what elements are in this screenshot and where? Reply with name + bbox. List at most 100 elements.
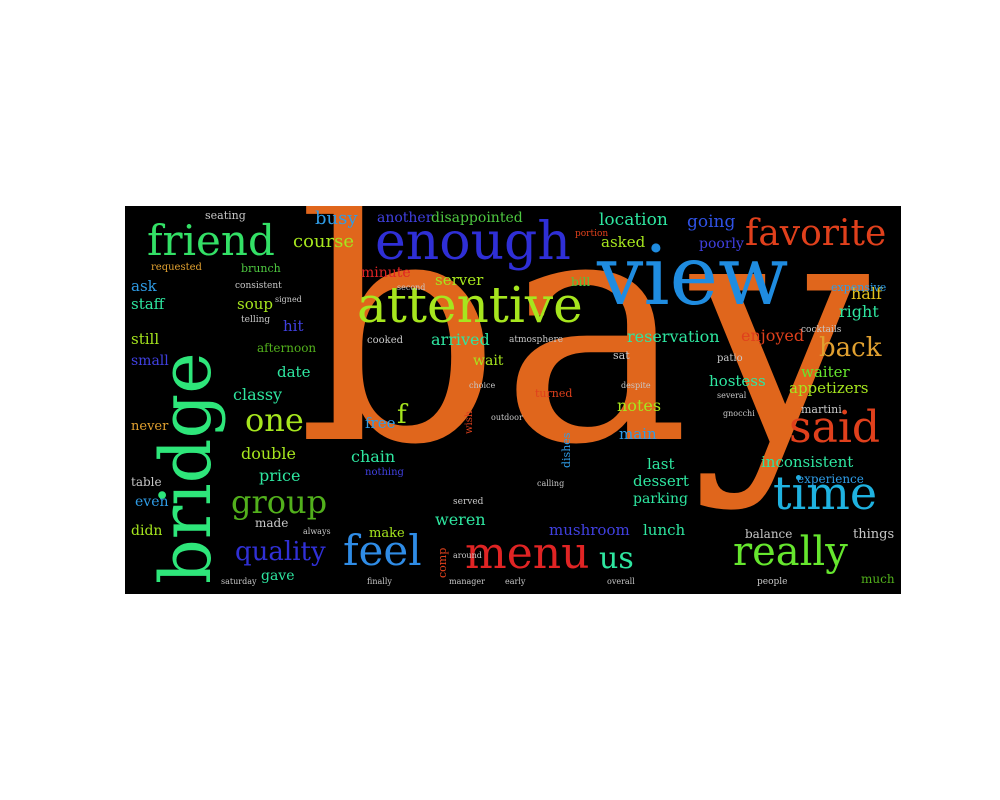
word-staff: staff: [131, 295, 165, 313]
word-friend: friend: [147, 216, 275, 265]
word-waiter: waiter: [801, 363, 850, 381]
word-cooked: cooked: [367, 335, 404, 346]
word-people: people: [757, 577, 788, 587]
word-expensive: expensive: [831, 281, 887, 294]
word-experience: experience: [797, 472, 864, 486]
word-bridge: bridge: [145, 352, 227, 584]
word-enough: enough: [375, 212, 571, 272]
word-menu: menu: [465, 528, 590, 579]
word-us: us: [599, 541, 634, 576]
word-mushroom: mushroom: [549, 521, 630, 539]
word-free: free: [365, 414, 396, 432]
word-right: right: [839, 302, 879, 321]
word-nothing: nothing: [365, 467, 404, 478]
word-second: second: [397, 283, 426, 292]
word-table: table: [131, 475, 162, 489]
word-parking: parking: [633, 491, 688, 507]
word-wait: wait: [473, 353, 504, 369]
word-disappointed: disappointed: [431, 210, 523, 226]
word-arrived: arrived: [431, 330, 490, 349]
word-really: really: [733, 529, 848, 575]
word-patio: patio: [717, 353, 743, 364]
word-location: location: [599, 210, 668, 230]
word-classy: classy: [233, 385, 283, 404]
word-consistent: consistent: [235, 281, 282, 291]
word-busy: busy: [315, 208, 358, 229]
word-ask: ask: [131, 277, 157, 295]
word-manager: manager: [449, 577, 485, 586]
word-gnocchi: gnocchi: [723, 409, 755, 418]
word-overall: overall: [607, 577, 635, 586]
word-saturday: saturday: [221, 577, 257, 586]
word-even: even: [135, 494, 169, 510]
word-favorite: favorite: [745, 213, 887, 254]
word-main: main: [619, 425, 657, 443]
word-group: group: [231, 483, 328, 521]
word-minute: minute: [361, 265, 411, 281]
word-always: always: [303, 527, 331, 536]
word-telling: telling: [241, 315, 271, 325]
word-notes: notes: [617, 396, 662, 415]
word-hostess: hostess: [709, 372, 766, 390]
word-make: make: [369, 526, 405, 541]
word-balance: balance: [745, 527, 793, 541]
word-seating: seating: [205, 209, 246, 222]
word-hit: hit: [283, 317, 304, 335]
word-turned: turned: [535, 387, 573, 400]
word-dishes: dishes: [560, 432, 573, 468]
word-didn: didn: [131, 523, 163, 539]
word-last: last: [647, 455, 675, 473]
word-attentive: attentive: [357, 276, 583, 334]
word-sat: sat: [613, 349, 630, 362]
word-brunch: brunch: [241, 262, 281, 275]
word-small: small: [131, 353, 169, 369]
word-calling: calling: [537, 479, 565, 488]
word-quality: quality: [235, 537, 326, 567]
word-outdoor: outdoor: [491, 413, 523, 422]
word-f: f: [397, 400, 407, 430]
word-choice: choice: [469, 381, 496, 390]
word-comp: comp: [436, 547, 449, 578]
word-asked: asked: [601, 233, 646, 251]
word-wish: wish: [464, 410, 475, 434]
word-server: server: [435, 271, 484, 289]
word-back: back: [819, 333, 882, 363]
word-cloud: bay view bridge enough attentive friend …: [125, 206, 901, 594]
word-course: course: [293, 231, 355, 252]
word-atmosphere: atmosphere: [509, 335, 564, 345]
word-going: going: [687, 212, 736, 232]
word-lunch: lunch: [643, 521, 686, 539]
word-view: view: [597, 229, 789, 324]
word-inconsistent: inconsistent: [761, 453, 854, 471]
word-dessert: dessert: [633, 472, 689, 490]
word-around: around: [453, 551, 482, 560]
word-appetizers: appetizers: [789, 379, 869, 397]
word-things: things: [853, 527, 895, 542]
word-requested: requested: [151, 262, 202, 273]
word-soup: soup: [237, 295, 273, 313]
word-double: double: [241, 444, 297, 463]
word-finally: finally: [367, 577, 392, 586]
word-chain: chain: [351, 447, 396, 466]
word-afternoon: afternoon: [257, 341, 317, 355]
word-price: price: [259, 466, 301, 485]
word-served: served: [453, 497, 484, 507]
word-bay: bay: [297, 206, 870, 514]
word-made: made: [255, 516, 289, 530]
word-enjoyed: enjoyed: [741, 326, 805, 345]
word-much: much: [861, 572, 895, 586]
word-portion: portion: [575, 229, 609, 239]
word-time: time: [773, 466, 878, 520]
word-half: half: [851, 284, 882, 303]
word-reservation: reservation: [627, 327, 720, 346]
word-one: one: [245, 401, 304, 439]
word-cocktails: cocktails: [801, 325, 842, 335]
word-date: date: [277, 363, 311, 381]
word-weren: weren: [435, 510, 486, 529]
word-despite: despite: [621, 381, 651, 390]
word-poorly: poorly: [699, 236, 744, 252]
word-several: several: [717, 391, 747, 400]
word-early: early: [505, 577, 526, 586]
word-another: another: [377, 210, 433, 226]
word-feel: feel: [343, 526, 422, 575]
